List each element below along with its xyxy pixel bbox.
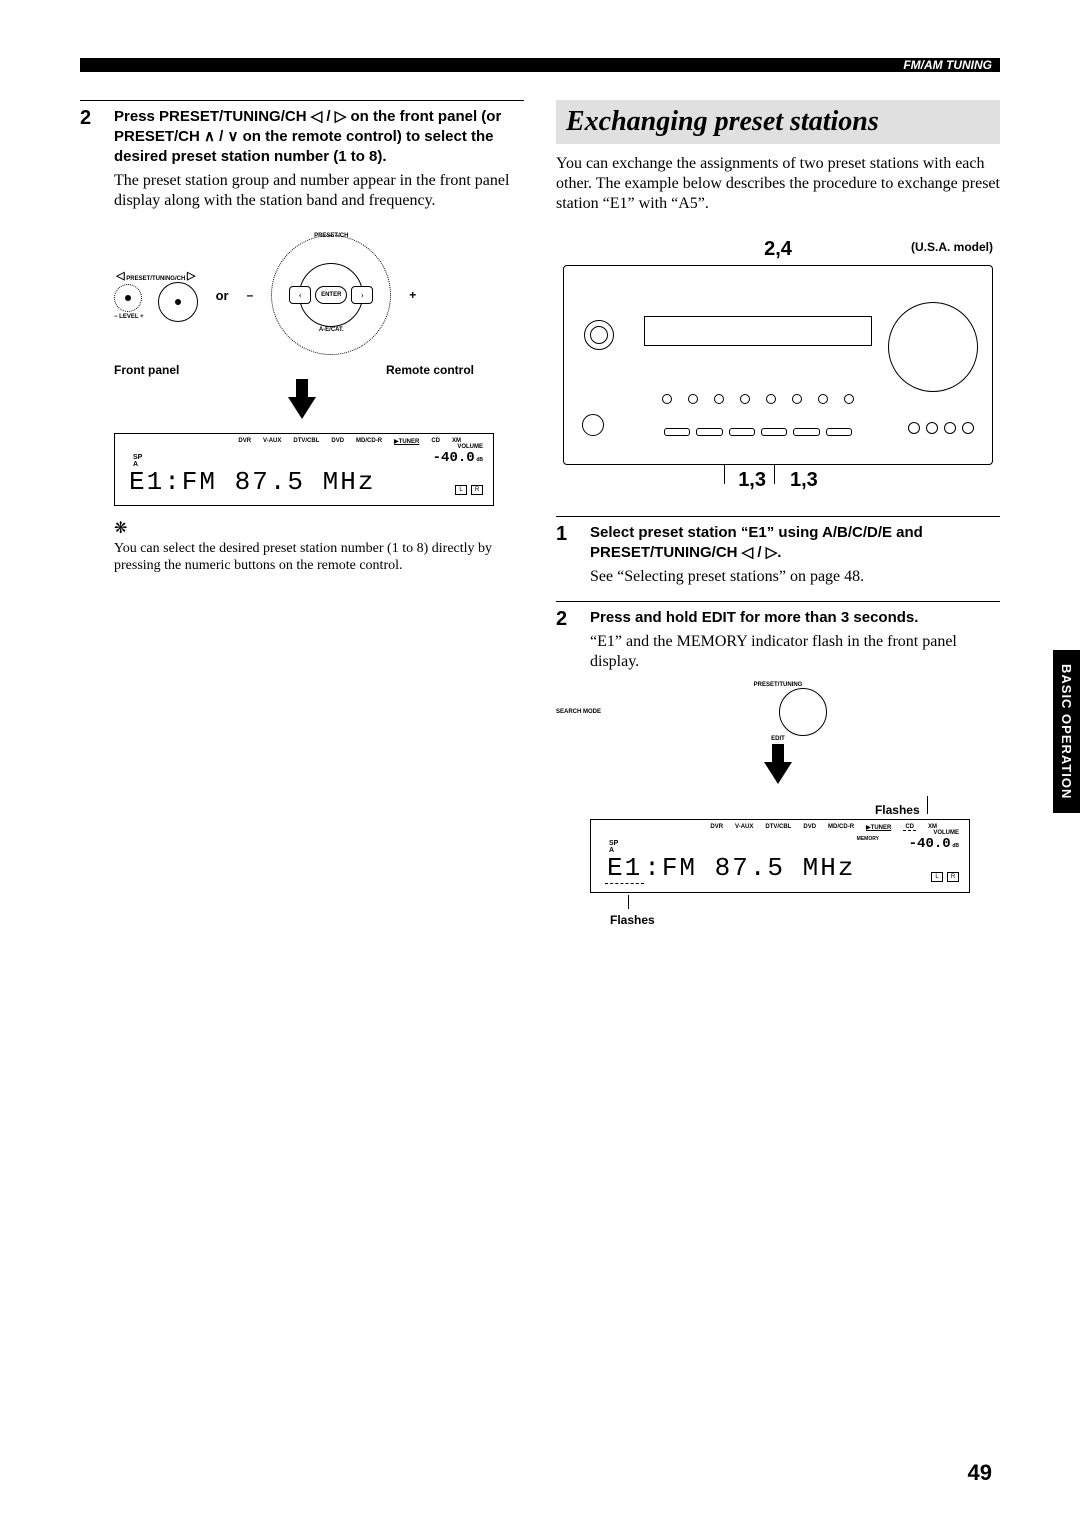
receiver-volume-knob-icon xyxy=(888,302,978,392)
step-regular-text: “E1” and the MEMORY indicator flash in t… xyxy=(590,632,1000,672)
receiver-button-row xyxy=(664,428,852,442)
edit-label: EDIT xyxy=(556,736,1000,742)
level-knob-icon xyxy=(114,284,142,312)
down-arrow-icon xyxy=(764,762,792,784)
section-intro: You can exchange the assignments of two … xyxy=(556,154,1000,214)
right-step-1: 1 Select preset station “E1” using A/B/C… xyxy=(556,523,1000,587)
remote-enter-icon: ENTER xyxy=(315,286,347,304)
step-bold-text: Press and hold EDIT for more than 3 seco… xyxy=(590,608,1000,628)
step-bold-text: Select preset station “E1” using A/B/C/D… xyxy=(590,523,1000,563)
section-title: Exchanging preset stations xyxy=(566,106,990,138)
header-section-label: FM/AM TUNING xyxy=(903,58,992,72)
receiver-input-knob-icon xyxy=(584,320,614,350)
remote-left-icon: ‹ xyxy=(289,286,311,304)
left-column: 2 Press PRESET/TUNING/CH ◁ / ▷ on the fr… xyxy=(80,100,524,927)
lcd-sp-label: SPA xyxy=(609,840,618,854)
receiver-box-icon xyxy=(563,265,993,465)
search-mode-label: SEARCH MODE xyxy=(556,709,601,715)
lcd-display: DVR V-AUX DTV/CBL DVD MD/CD-R ▶TUNER CD … xyxy=(114,433,494,506)
remote-dpad-icon: PRESET/CH ‹ ENTER › A-E/CAT. xyxy=(271,235,391,355)
preset-tuning-dial-diagram: PRESET/TUNING SEARCH MODE EDIT xyxy=(556,682,1000,742)
lcd-volume: VOLUME -40.0 dB xyxy=(909,830,959,852)
lcd-lr-icons: L R xyxy=(455,485,483,495)
tip-icon: ❋ xyxy=(114,518,524,538)
lcd-input-labels: DVR V-AUX DTV/CBL DVD MD/CD-R ▶TUNER CD … xyxy=(123,438,485,445)
content-columns: 2 Press PRESET/TUNING/CH ◁ / ▷ on the fr… xyxy=(80,100,1000,927)
side-tab: BASIC OPERATION xyxy=(1053,650,1080,813)
right-column: Exchanging preset stations You can excha… xyxy=(556,100,1000,927)
receiver-small-knobs xyxy=(654,394,862,404)
flashes-bottom-label: Flashes xyxy=(610,913,1000,927)
lcd-display-right: DVR V-AUX DTV/CBL DVD MD/CD-R ▶TUNER CD … xyxy=(590,819,970,893)
receiver-lcd-icon xyxy=(644,316,872,346)
receiver-diagram: 2,4 (U.S.A. model) xyxy=(563,238,993,492)
minus-label: – xyxy=(247,288,254,302)
divider xyxy=(80,100,524,101)
divider xyxy=(556,601,1000,602)
step-regular-text: The preset station group and number appe… xyxy=(114,171,524,211)
level-label: − LEVEL + xyxy=(114,314,144,320)
front-remote-diagram: ◁ PRESET/TUNING/CH ▷ − LEVEL + or – PRES… xyxy=(114,235,524,377)
lcd-input-labels: DVR V-AUX DTV/CBL DVD MD/CD-R ▶TUNER CD … xyxy=(599,824,961,831)
step-number: 2 xyxy=(80,107,98,211)
header-bar xyxy=(80,58,1000,72)
tip-text: You can select the desired preset statio… xyxy=(114,540,516,574)
usa-model-label: (U.S.A. model) xyxy=(911,240,993,254)
lcd-sp-label: SPA xyxy=(133,454,142,468)
right-step-2: 2 Press and hold EDIT for more than 3 se… xyxy=(556,608,1000,672)
edit-dial-icon xyxy=(779,688,827,736)
receiver-phones-icon xyxy=(582,414,604,436)
remote-control-caption: Remote control xyxy=(386,363,474,377)
preset-knob-icon xyxy=(158,282,198,322)
lcd-volume: VOLUME -40.0 dB xyxy=(433,444,483,466)
receiver-jacks-icon xyxy=(908,422,974,434)
remote-right-icon: › xyxy=(351,286,373,304)
lcd-main-text: E1:FM 87.5 MHz xyxy=(599,853,961,884)
aecat-label: A-E/CAT. xyxy=(271,327,391,333)
step-body: Press PRESET/TUNING/CH ◁ / ▷ on the fron… xyxy=(114,107,524,211)
preset-tuning-ch-label: ◁ PRESET/TUNING/CH ▷ xyxy=(114,269,198,282)
step-regular-text: See “Selecting preset stations” on page … xyxy=(590,567,1000,587)
lcd-lr-icons: L R xyxy=(931,872,959,882)
plus-label: + xyxy=(409,288,416,302)
divider xyxy=(556,516,1000,517)
memory-indicator: MEMORY xyxy=(857,836,879,842)
page-number: 49 xyxy=(968,1460,992,1486)
or-label: or xyxy=(216,288,229,303)
down-arrow-icon xyxy=(288,397,316,419)
flashes-top-label: Flashes xyxy=(556,798,1000,817)
step-number: 2 xyxy=(556,608,574,672)
ref-bottom-labels: 1,3 1,3 xyxy=(563,469,993,492)
lcd-main-text: E1:FM 87.5 MHz xyxy=(123,467,485,497)
step-bold-text: Press PRESET/TUNING/CH ◁ / ▷ on the fron… xyxy=(114,107,524,167)
section-title-box: Exchanging preset stations xyxy=(556,100,1000,144)
front-panel-caption: Front panel xyxy=(114,363,179,377)
left-step-2: 2 Press PRESET/TUNING/CH ◁ / ▷ on the fr… xyxy=(80,107,524,211)
step-number: 1 xyxy=(556,523,574,587)
